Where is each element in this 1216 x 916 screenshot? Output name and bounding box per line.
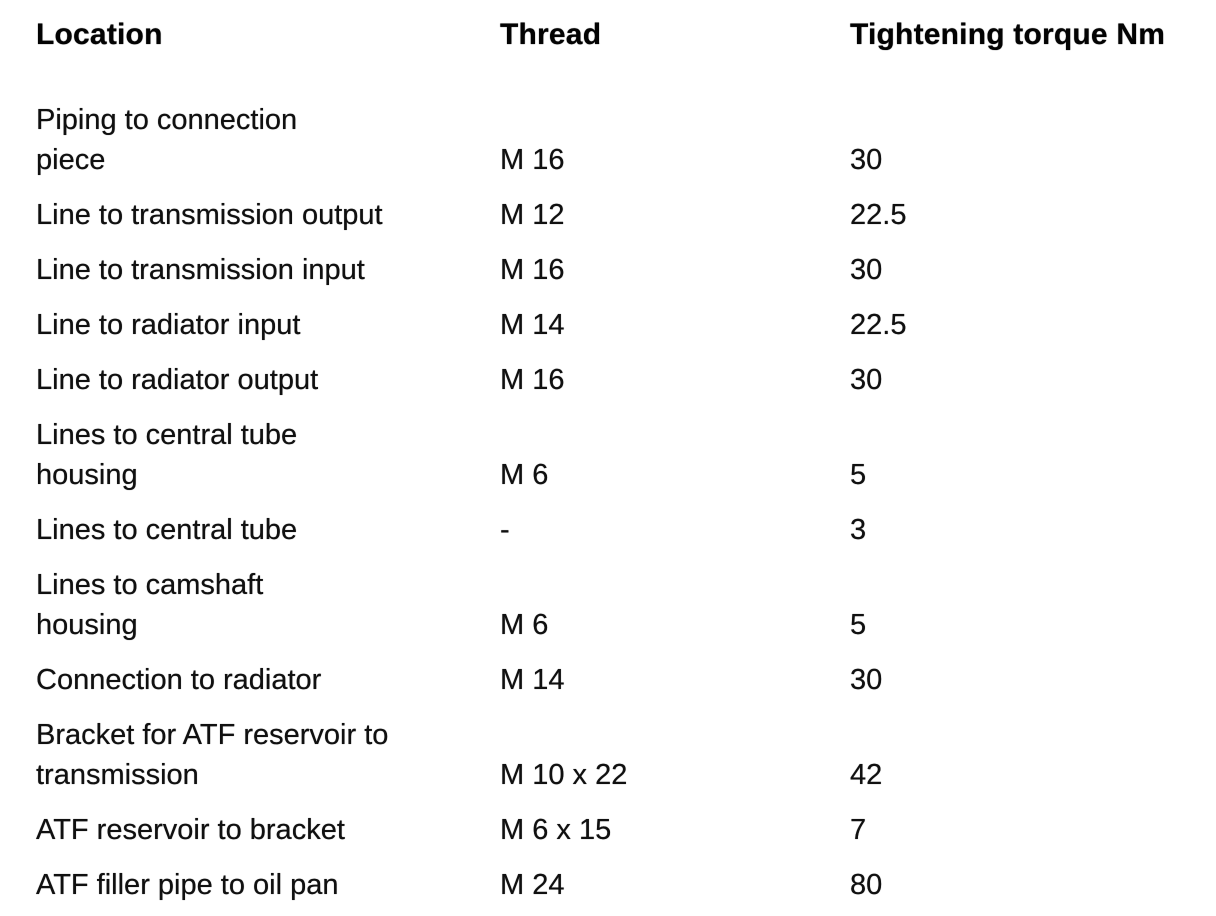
location-cell: Lines to central tube housing bbox=[36, 419, 298, 491]
thread-cell: M 6 x 15 bbox=[500, 814, 612, 846]
table-row: Line to radiator output M 16 30 bbox=[36, 360, 1196, 415]
thread-cell: M 10 x 22 bbox=[500, 759, 628, 791]
torque-cell: 22.5 bbox=[850, 309, 907, 341]
thread-cell: M 16 bbox=[500, 364, 565, 396]
header-thread: Thread bbox=[500, 18, 602, 51]
thread-cell: M 16 bbox=[500, 144, 565, 176]
torque-cell: 30 bbox=[850, 254, 883, 286]
torque-cell: 30 bbox=[850, 364, 883, 396]
thread-cell: M 12 bbox=[500, 199, 565, 231]
location-cell: Lines to camshaft housing bbox=[36, 569, 264, 641]
table-row: Lines to central tube housing M 6 5 bbox=[36, 415, 1196, 510]
table-row: ATF filler pipe to oil pan M 24 80 bbox=[36, 865, 1196, 916]
table-row: Line to transmission output M 12 22.5 bbox=[36, 195, 1196, 250]
torque-cell: 7 bbox=[850, 814, 867, 846]
header-torque: Tightening torque Nm bbox=[850, 18, 1166, 51]
table-header: Location Thread Tightening torque Nm bbox=[36, 10, 1196, 100]
thread-cell: M 14 bbox=[500, 664, 565, 696]
torque-cell: 5 bbox=[850, 609, 867, 641]
thread-cell: M 14 bbox=[500, 309, 565, 341]
table-row: ATF reservoir to bracket M 6 x 15 7 bbox=[36, 810, 1196, 865]
table-row: Line to radiator input M 14 22.5 bbox=[36, 305, 1196, 360]
header-row: Location Thread Tightening torque Nm bbox=[36, 10, 1196, 100]
torque-cell: 22.5 bbox=[850, 199, 907, 231]
thread-cell: - bbox=[500, 514, 510, 546]
table-row: Bracket for ATF reservoir to transmissio… bbox=[36, 715, 1196, 810]
torque-cell: 30 bbox=[850, 664, 883, 696]
torque-spec-table: Location Thread Tightening torque Nm Pip… bbox=[36, 10, 1196, 916]
location-cell: ATF filler pipe to oil pan bbox=[36, 869, 339, 901]
location-cell: Bracket for ATF reservoir to transmissio… bbox=[36, 719, 389, 791]
table-row: Lines to central tube - 3 bbox=[36, 510, 1196, 565]
thread-cell: M 6 bbox=[500, 609, 549, 641]
torque-cell: 3 bbox=[850, 514, 867, 546]
thread-cell: M 6 bbox=[500, 459, 549, 491]
location-cell: Piping to connection piece bbox=[36, 104, 298, 176]
torque-cell: 5 bbox=[850, 459, 867, 491]
location-cell: Connection to radiator bbox=[36, 664, 322, 696]
location-cell: Line to radiator output bbox=[36, 364, 319, 396]
location-cell: Lines to central tube bbox=[36, 514, 298, 546]
torque-cell: 80 bbox=[850, 869, 883, 901]
torque-cell: 30 bbox=[850, 144, 883, 176]
table-row: Piping to connection piece M 16 30 bbox=[36, 100, 1196, 195]
thread-cell: M 24 bbox=[500, 869, 565, 901]
location-cell: ATF reservoir to bracket bbox=[36, 814, 345, 846]
torque-table-body: Piping to connection piece M 16 30 Line … bbox=[36, 100, 1196, 916]
table-row: Connection to radiator M 14 30 bbox=[36, 660, 1196, 715]
thread-cell: M 16 bbox=[500, 254, 565, 286]
torque-cell: 42 bbox=[850, 759, 883, 791]
table-row: Line to transmission input M 16 30 bbox=[36, 250, 1196, 305]
table-row: Lines to camshaft housing M 6 5 bbox=[36, 565, 1196, 660]
location-cell: Line to transmission output bbox=[36, 199, 383, 231]
location-cell: Line to transmission input bbox=[36, 254, 365, 286]
location-cell: Line to radiator input bbox=[36, 309, 301, 341]
header-location: Location bbox=[36, 18, 163, 51]
